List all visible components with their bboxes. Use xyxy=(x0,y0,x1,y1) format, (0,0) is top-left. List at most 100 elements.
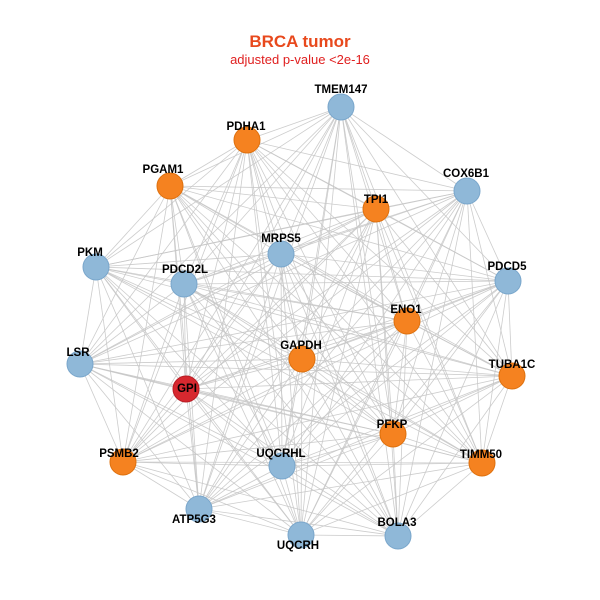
edge xyxy=(300,320,408,536)
edge xyxy=(169,185,282,255)
edge xyxy=(375,208,483,464)
edge xyxy=(281,462,483,467)
edge xyxy=(466,190,483,464)
node-atp5g3 xyxy=(185,495,213,523)
edge xyxy=(95,266,302,536)
edge xyxy=(466,190,513,377)
edge xyxy=(169,185,509,282)
edge xyxy=(185,388,200,510)
edge xyxy=(375,208,509,282)
edge xyxy=(169,185,483,464)
edge xyxy=(392,375,513,435)
edge xyxy=(122,280,509,463)
edge xyxy=(246,139,282,255)
edge xyxy=(406,190,468,322)
edge xyxy=(95,266,187,390)
plot-title: BRCA tumor xyxy=(249,32,351,51)
node-label-timm50: TIMM50 xyxy=(460,449,502,461)
edge xyxy=(481,375,513,464)
edge xyxy=(392,280,509,435)
edge xyxy=(340,106,399,537)
edge xyxy=(169,185,185,285)
edge xyxy=(169,185,200,510)
edge xyxy=(300,433,394,536)
edge xyxy=(183,283,408,322)
edge xyxy=(375,208,513,377)
edge xyxy=(183,283,513,377)
edge xyxy=(183,190,468,285)
edge xyxy=(392,433,399,537)
edge xyxy=(301,358,399,537)
edge xyxy=(122,253,282,463)
edge xyxy=(280,253,483,464)
edge xyxy=(406,320,513,377)
label-layer: TMEM147 PDHA1 COX6B1 PGAM1 TPI1 MRPS5 PKM PDCD2… xyxy=(67,84,536,552)
edge xyxy=(280,253,509,282)
edge xyxy=(246,106,342,141)
edge xyxy=(392,433,483,464)
edge xyxy=(300,462,483,536)
node-timm50 xyxy=(468,449,496,477)
edge xyxy=(95,266,200,510)
node-label-atp5g3: ATP5G3 xyxy=(172,514,216,526)
edge xyxy=(95,185,171,268)
edge xyxy=(122,190,468,463)
node-pkm xyxy=(82,253,110,281)
edge xyxy=(392,190,468,435)
edge xyxy=(79,266,97,365)
node-cox6b1 xyxy=(453,177,481,205)
edge xyxy=(281,320,408,467)
edge xyxy=(185,388,394,435)
edge xyxy=(340,106,377,210)
node-uqcrhl xyxy=(268,452,296,480)
edge xyxy=(183,283,483,464)
edge xyxy=(397,462,483,537)
edge xyxy=(79,363,302,536)
edge xyxy=(198,280,509,510)
node-bola3 xyxy=(384,522,412,550)
node-label-pkm: PKM xyxy=(77,247,103,259)
edge xyxy=(280,253,399,537)
edge xyxy=(122,433,394,463)
edge xyxy=(185,106,342,390)
edge xyxy=(375,208,408,322)
node-eno1 xyxy=(393,307,421,335)
edge xyxy=(280,208,377,255)
edge xyxy=(340,106,483,464)
edge xyxy=(122,388,187,463)
edge xyxy=(183,283,283,467)
node-label-cox6b1: COX6B1 xyxy=(443,168,490,180)
edge xyxy=(198,433,394,510)
edge xyxy=(300,208,377,536)
edge xyxy=(185,375,513,390)
edge xyxy=(79,283,185,365)
edge xyxy=(95,253,282,268)
node-pdha1 xyxy=(233,126,261,154)
edge xyxy=(301,358,483,464)
node-label-gpi: GPI xyxy=(177,383,197,395)
node-pgam1 xyxy=(156,172,184,200)
plot-subtitle: adjusted p-value <2e-16 xyxy=(230,52,370,67)
node-tmem147 xyxy=(327,93,355,121)
node-label-mrps5: MRPS5 xyxy=(261,233,301,245)
node-label-uqcrh: UQCRH xyxy=(277,540,319,552)
node-label-pdha1: PDHA1 xyxy=(227,121,267,133)
node-label-psmb2: PSMB2 xyxy=(99,448,139,460)
edge xyxy=(122,375,513,463)
node-uqcrh xyxy=(287,521,315,549)
edge xyxy=(185,388,483,464)
edge xyxy=(466,190,509,282)
edge xyxy=(122,283,185,463)
edge xyxy=(122,461,483,464)
node-pfkp xyxy=(379,420,407,448)
edge xyxy=(95,266,509,282)
edge xyxy=(300,358,303,536)
edge xyxy=(183,283,187,390)
edge xyxy=(183,283,399,537)
node-label-pgam1: PGAM1 xyxy=(143,164,185,176)
node-psmb2 xyxy=(109,448,137,476)
node-label-gapdh: GAPDH xyxy=(280,340,322,352)
edge xyxy=(169,185,303,360)
edge xyxy=(481,280,509,464)
